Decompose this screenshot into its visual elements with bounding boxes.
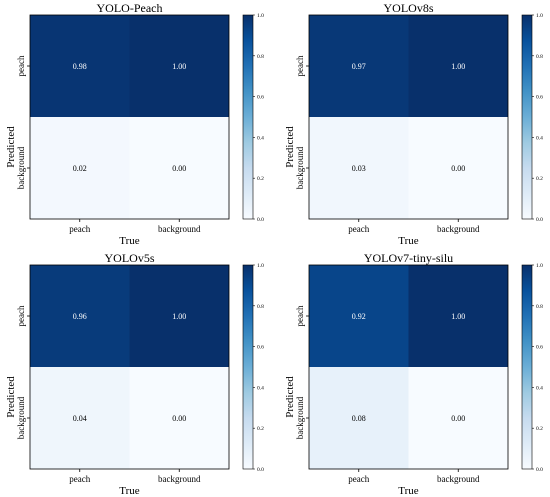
y-axis-label: Predicted	[284, 126, 296, 168]
axes-frame	[308, 14, 509, 220]
cell-value-label: 0.96	[73, 312, 87, 321]
colorbar-tick-label: 0.4	[536, 135, 543, 141]
x-tick-label: background	[158, 474, 201, 484]
colorbar-tick-label: 0.8	[536, 54, 543, 60]
colorbar-tick-label: 1.0	[536, 263, 543, 269]
colorbar-tick-label: 0.2	[536, 426, 543, 432]
colorbar-tick-label: 1.0	[536, 13, 543, 19]
cell-value-label: 1.00	[451, 312, 465, 321]
cell-value-label: 0.00	[172, 414, 186, 423]
colorbar-tick-label: 0.2	[257, 426, 264, 432]
heatmap-cell	[408, 265, 508, 367]
y-tick-label: peach	[295, 305, 305, 326]
cell-value-label: 0.97	[352, 62, 366, 71]
y-tick-label: background	[295, 396, 305, 439]
colorbar-tick-label: 0.6	[257, 345, 264, 351]
colorbar-tick-label: 0.8	[536, 304, 543, 310]
y-axis-label: Predicted	[5, 376, 17, 418]
x-tick-label: background	[437, 474, 480, 484]
axes-frame	[29, 264, 230, 470]
cell-value-label: 0.92	[352, 312, 366, 321]
cell-value-label: 0.00	[451, 414, 465, 423]
chart-title: YOLOv8s	[384, 1, 434, 15]
heatmap-cell	[309, 367, 409, 469]
y-tick-label: background	[16, 146, 26, 189]
colorbar-tick-label: 0.0	[536, 217, 543, 223]
y-axis-label: Predicted	[5, 126, 17, 168]
x-axis-label: True	[398, 485, 418, 497]
y-tick-label: background	[16, 396, 26, 439]
axes-frame	[29, 14, 230, 220]
cell-value-label: 0.03	[352, 164, 366, 173]
x-tick-label: peach	[348, 474, 369, 484]
colorbar-tick-label: 0.8	[257, 54, 264, 60]
heatmap-cell	[30, 367, 130, 469]
chart-title: YOLOv5s	[105, 251, 155, 265]
cell-value-label: 1.00	[451, 62, 465, 71]
colorbar-tick-label: 0.0	[257, 217, 264, 223]
heatmap-cell	[408, 117, 508, 219]
heatmap-cell	[309, 117, 409, 219]
heatmap-cell	[129, 265, 229, 367]
colorbar-tick-label: 0.2	[536, 176, 543, 182]
x-tick-label: background	[158, 224, 201, 234]
heatmap-cell	[129, 15, 229, 117]
colorbar-tick-label: 0.2	[257, 176, 264, 182]
x-axis-label: True	[398, 235, 418, 247]
colorbar	[242, 14, 254, 220]
heatmap-cell	[408, 15, 508, 117]
confusion-matrix-panel-2: 0.97 1.00 0.03 0.00 peach background peach back…	[284, 1, 543, 247]
cell-value-label: 0.08	[352, 414, 366, 423]
heatmap-cell	[309, 265, 409, 367]
colorbar-tick-label: 0.6	[536, 95, 543, 101]
cell-value-label: 0.02	[73, 164, 87, 173]
colorbar-tick-label: 1.0	[257, 13, 264, 19]
colorbar	[521, 264, 533, 470]
colorbar-tick-label: 1.0	[257, 263, 264, 269]
chart-title: YOLO-Peach	[97, 1, 163, 15]
cell-value-label: 1.00	[172, 312, 186, 321]
confusion-matrix-panel-1: 0.98 1.00 0.02 0.00 peach background peach back…	[5, 1, 264, 247]
y-axis-label: Predicted	[284, 376, 296, 418]
cell-value-label: 0.98	[73, 62, 87, 71]
y-tick-label: background	[295, 146, 305, 189]
colorbar-tick-label: 0.0	[536, 467, 543, 473]
heatmap-cell	[309, 15, 409, 117]
x-axis-label: True	[119, 235, 139, 247]
y-tick-label: peach	[16, 305, 26, 326]
heatmap-cell	[30, 117, 130, 219]
colorbar-tick-label: 0.8	[257, 304, 264, 310]
x-tick-label: background	[437, 224, 480, 234]
heatmap-cell	[129, 367, 229, 469]
colorbar-tick-label: 0.4	[257, 385, 264, 391]
y-tick-label: peach	[16, 55, 26, 76]
cell-value-label: 0.00	[172, 164, 186, 173]
heatmap-cell	[129, 117, 229, 219]
colorbar-tick-label: 0.4	[257, 135, 264, 141]
colorbar-tick-label: 0.0	[257, 467, 264, 473]
x-tick-label: peach	[69, 224, 90, 234]
colorbar-tick-label: 0.6	[536, 345, 543, 351]
colorbar	[521, 14, 533, 220]
cell-value-label: 1.00	[172, 62, 186, 71]
cell-value-label: 0.04	[73, 414, 87, 423]
heatmap-cell	[408, 367, 508, 469]
colorbar-tick-label: 0.6	[257, 95, 264, 101]
heatmap-cell	[30, 265, 130, 367]
x-tick-label: peach	[348, 224, 369, 234]
y-tick-label: peach	[295, 55, 305, 76]
chart-title: YOLOv7-tiny-silu	[364, 251, 453, 265]
colorbar	[242, 264, 254, 470]
confusion-matrix-panel-3: 0.96 1.00 0.04 0.00 peach background peach back…	[5, 251, 264, 497]
axes-frame	[308, 264, 509, 470]
x-tick-label: peach	[69, 474, 90, 484]
cell-value-label: 0.00	[451, 164, 465, 173]
heatmap-cell	[30, 15, 130, 117]
confusion-matrix-panel-4: 0.92 1.00 0.08 0.00 peach background peach back…	[284, 251, 543, 497]
x-axis-label: True	[119, 485, 139, 497]
colorbar-tick-label: 0.4	[536, 385, 543, 391]
